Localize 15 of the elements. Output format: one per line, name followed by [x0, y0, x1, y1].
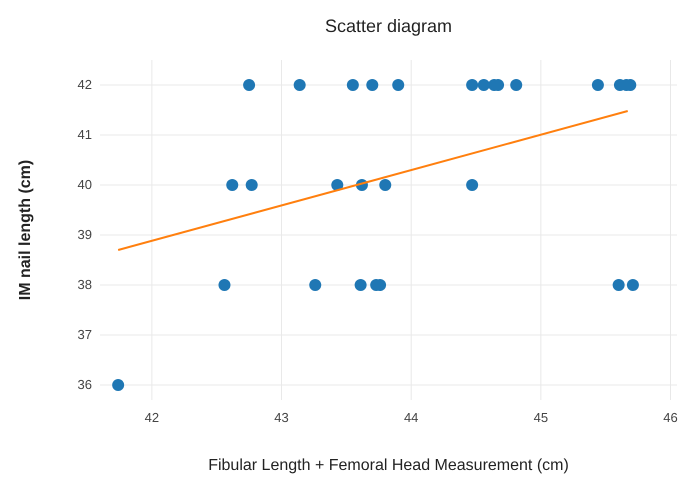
y-axis-title: IM nail length (cm)	[17, 160, 34, 300]
y-tick-label: 37	[78, 327, 92, 342]
x-tick-label: 46	[663, 410, 678, 425]
x-tick-label: 45	[534, 410, 548, 425]
x-tick-label: 43	[274, 410, 289, 425]
y-tick-label: 40	[78, 177, 92, 192]
x-tick-label: 44	[404, 410, 418, 425]
y-tick-label: 38	[78, 277, 92, 292]
y-tick-label: 42	[78, 77, 92, 92]
y-tick-label: 41	[78, 127, 92, 142]
chart-title: Scatter diagram	[324, 16, 452, 36]
y-tick-label: 36	[78, 377, 92, 392]
x-tick-label: 42	[144, 410, 160, 425]
x-axis-title: Fibular Length + Femoral Head Measurement (cm)	[208, 457, 569, 474]
y-tick-label: 39	[78, 227, 92, 242]
